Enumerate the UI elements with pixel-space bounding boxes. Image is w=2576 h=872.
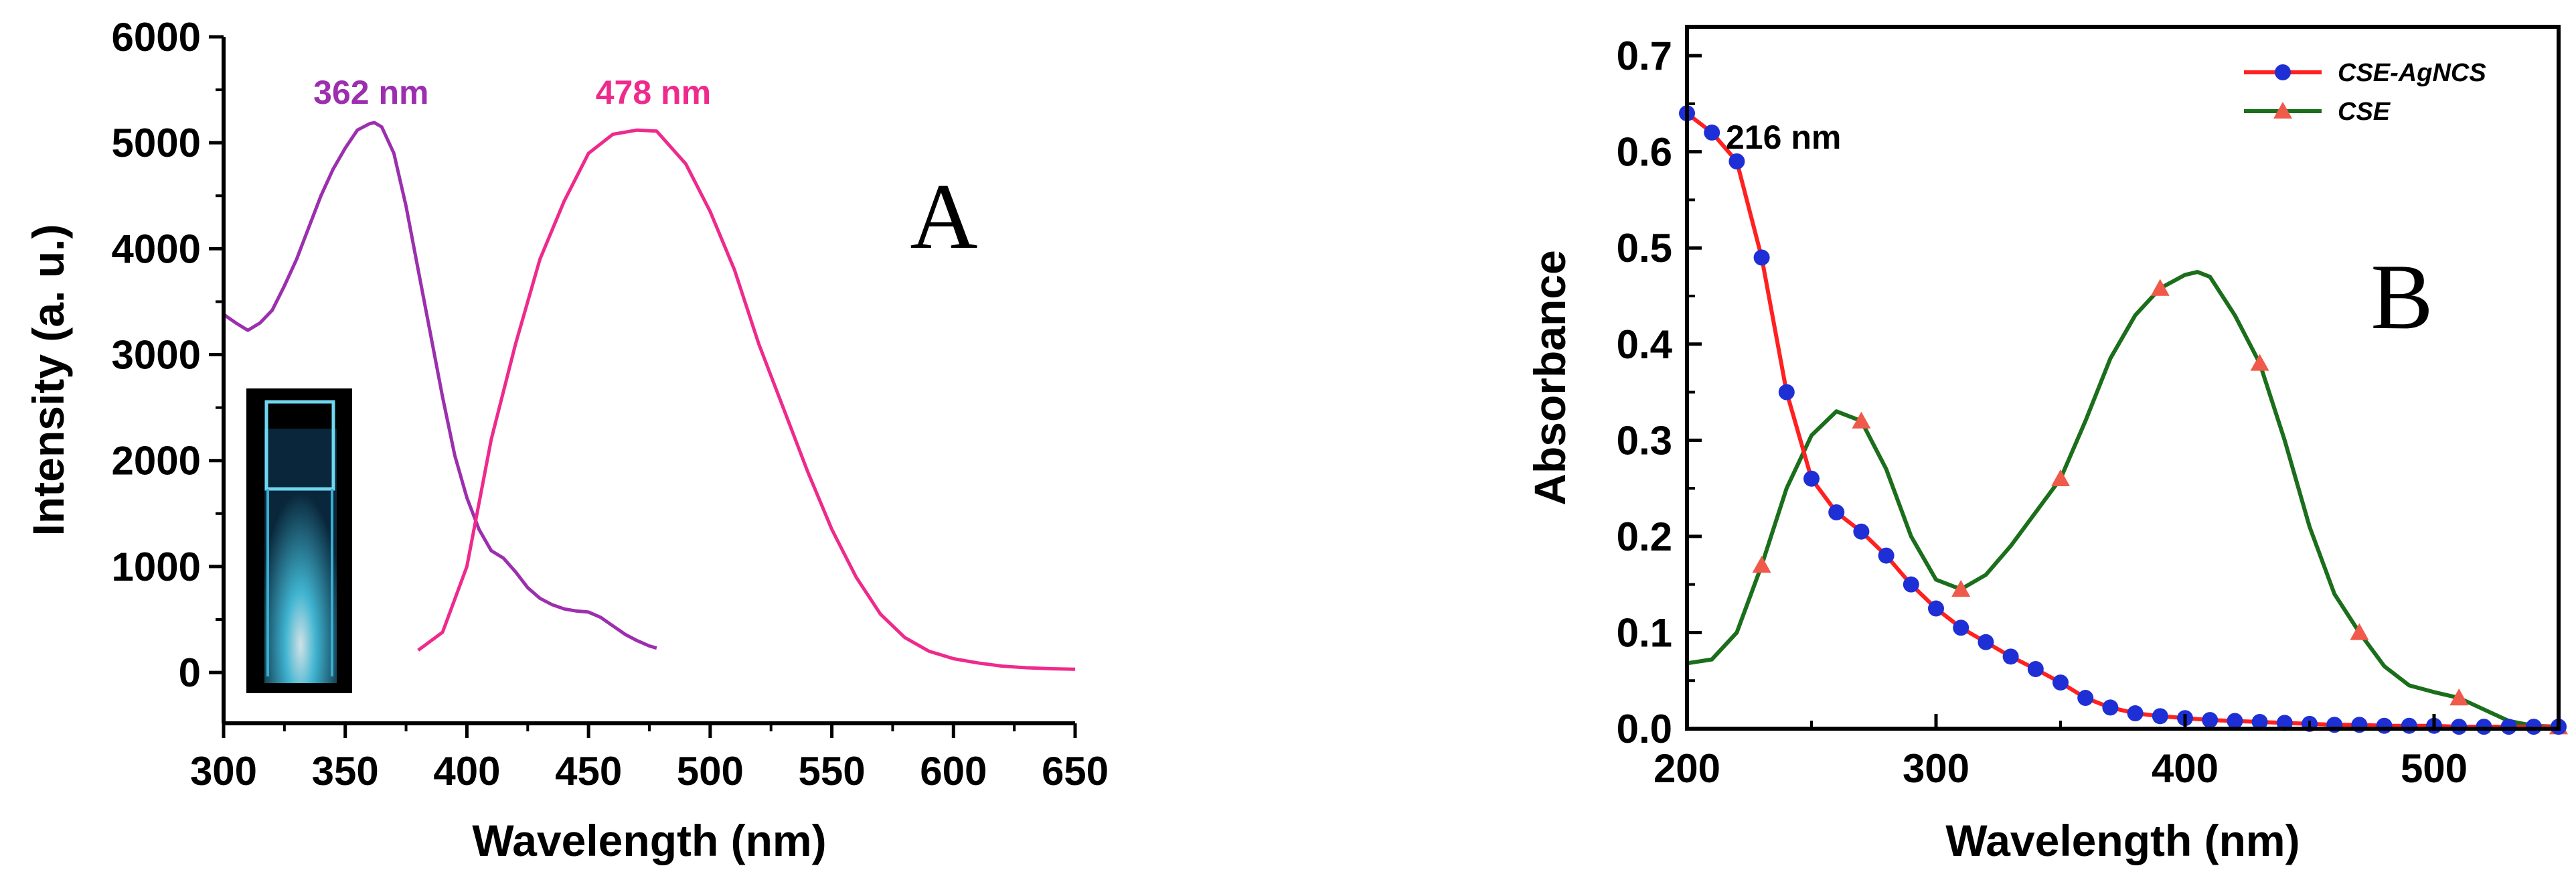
x-tick-label: 350 (312, 749, 379, 794)
cse-agncs-line (1686, 111, 2559, 729)
cse-agncs-circle-marker (2152, 708, 2168, 725)
cse-line (1686, 270, 2559, 729)
x-tick-label: 300 (1903, 746, 1969, 791)
cse-triangle-marker (2449, 688, 2469, 706)
y-tick-label: 0.0 (1617, 707, 1672, 751)
peak-label: 216 nm (1726, 119, 1841, 156)
legend-marker-cse-agncs (2275, 64, 2291, 80)
cse-triangle-marker (2150, 279, 2170, 296)
x-tick-label: 400 (433, 749, 500, 794)
y-axis-title: Absorbance (1525, 250, 1575, 505)
panel-label: B (2370, 245, 2433, 349)
cse-triangle-marker (1852, 411, 1871, 429)
cse-agncs-circle-marker (2376, 717, 2393, 734)
cse-triangle-marker (2250, 354, 2269, 371)
cse-agncs-circle-marker (1728, 153, 1745, 169)
plot-frame (1685, 25, 2561, 731)
cuvette-photo (246, 388, 352, 693)
y-tick-label: 3000 (112, 333, 201, 378)
panel-b-chart: 200 300 400 500 0.0 0.1 0.2 0.3 0.4 0.5 0.6 0.7 Wave… (1525, 25, 2568, 865)
legend-marker-cse (2273, 102, 2292, 119)
cse-agncs-circle-marker (1828, 504, 1845, 520)
y-tick-label: 0.6 (1617, 130, 1672, 175)
cse-agncs-circle-marker (1704, 124, 1720, 141)
y-tick-label: 0.7 (1617, 33, 1672, 78)
cse-agncs-circle-marker (2077, 690, 2094, 707)
cse-agncs-circle-marker (1778, 384, 1795, 401)
cse-agncs-circle-marker (1978, 634, 1994, 650)
x-tick-label: 200 (1654, 746, 1720, 791)
x-tick-label: 300 (190, 749, 257, 794)
cse-agncs-circle-marker (2251, 713, 2268, 730)
cse-agncs-circle-marker (1953, 620, 1969, 636)
cse-triangle-marker (1752, 555, 1771, 573)
y-tick-label: 0.5 (1617, 226, 1672, 271)
y-tick-label: 0.2 (1617, 514, 1672, 559)
y-tick-label: 6000 (112, 15, 201, 60)
y-tick-label: 1000 (112, 544, 201, 589)
x-axis-title: Wavelength (nm) (1945, 816, 2300, 865)
x-tick-label: 450 (555, 749, 622, 794)
x-axis-title: Wavelength (nm) (472, 816, 826, 865)
y-tick-label: 5000 (112, 121, 201, 165)
cse-agncs-circle-marker (1928, 600, 1944, 617)
cse-agncs-circle-marker (1853, 523, 1870, 540)
cse-agncs-circle-marker (1903, 576, 1919, 593)
cuvette-glow (264, 429, 337, 683)
x-tick-label: 550 (799, 749, 866, 794)
y-tick-label: 0.1 (1617, 610, 1672, 655)
cse-agncs-circle-marker (2052, 674, 2069, 691)
panel-a-chart: 300 350 400 450 500 550 600 650 0 1000 2000 3000 400… (23, 15, 1109, 865)
cuvette-top (264, 400, 335, 491)
x-tick-label: 500 (677, 749, 744, 794)
y-tick-label: 0.4 (1617, 322, 1673, 367)
cse-agncs-circle-marker (2401, 717, 2417, 734)
peak-label: 362 nm (313, 74, 428, 111)
cse-triangle-marker (1951, 579, 1971, 597)
cse-agncs-circle-marker (2102, 699, 2119, 716)
cse-triangle-marker (2051, 469, 2070, 486)
x-tick-label: 400 (2152, 746, 2219, 791)
panel-label: A (910, 165, 977, 269)
cse-agncs-circle-marker (2202, 712, 2219, 729)
cse-agncs-circle-marker (1753, 249, 1770, 266)
peak-label: 478 nm (596, 74, 711, 111)
emission-spectrum-line (417, 128, 1076, 671)
y-tick-label: 0.3 (1617, 418, 1672, 463)
y-axis-title: Intensity (a. u.) (23, 224, 73, 536)
cse-agncs-circle-marker (2002, 648, 2019, 665)
cse-agncs-circle-marker (2027, 660, 2044, 677)
y-tick-label: 0 (179, 650, 201, 695)
cse-agncs-circle-marker (1803, 470, 1820, 487)
legend-label-cse: CSE (2338, 98, 2391, 126)
cse-agncs-circle-marker (2127, 705, 2144, 722)
legend-label-cse-agncs: CSE-AgNCS (2338, 59, 2486, 87)
x-tick-label: 600 (920, 749, 987, 794)
y-tick-label: 4000 (112, 226, 201, 271)
y-tick-label: 2000 (112, 439, 201, 484)
cse-agncs-circle-marker (2227, 713, 2243, 729)
x-tick-label: 500 (2401, 746, 2468, 791)
legend: CSE-AgNCS CSE (2244, 59, 2486, 126)
x-tick-label: 650 (1042, 749, 1109, 794)
cse-triangle-marker (2350, 623, 2369, 640)
cse-agncs-circle-marker (1878, 547, 1895, 564)
excitation-spectrum-line (222, 121, 657, 650)
